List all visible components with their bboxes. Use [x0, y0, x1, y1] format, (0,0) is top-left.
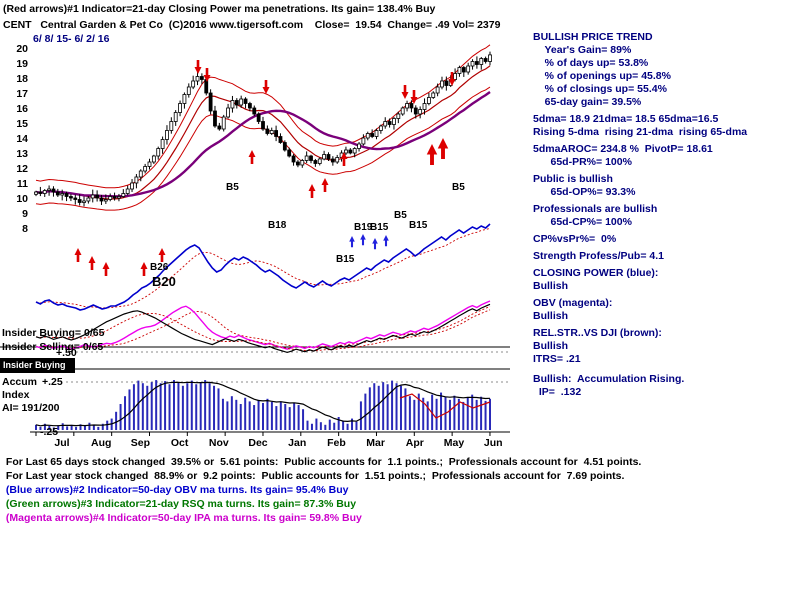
svg-text:B18: B18: [268, 220, 287, 231]
pct-days-up: % of days up= 53.8%: [533, 57, 649, 69]
svg-text:B20: B20: [152, 274, 176, 289]
accumulation-red-line: [399, 393, 491, 419]
rel-strength-line: [35, 303, 491, 354]
scale-plus25-label: +.25: [42, 376, 63, 388]
svg-text:11: 11: [17, 178, 28, 190]
insider-buying-box: Insider Buying: [0, 358, 75, 373]
closing-power-line: [35, 223, 491, 311]
indicator2-line: (Blue arrows)#2 Indicator=50-day OBV ma …: [3, 484, 349, 496]
stats-panel: BULLISH PRICE TREND Year's Gain= 89% % o…: [533, 31, 799, 399]
svg-text:Feb: Feb: [327, 437, 346, 449]
signal-arrows: [74, 60, 456, 276]
trend-title: BULLISH PRICE TREND: [533, 31, 653, 43]
symbol-quote-line: CENT Central Garden & Pet Co (C)2016 www…: [3, 19, 501, 31]
summary-year-line: For Last year stock changed 88.9% or 9.2…: [3, 470, 625, 482]
svg-text:Apr: Apr: [406, 437, 424, 449]
svg-text:10: 10: [16, 193, 28, 205]
obv-line: [35, 300, 491, 350]
svg-text:B5: B5: [452, 182, 465, 193]
svg-text:19: 19: [16, 58, 28, 70]
pct-closings-up: % of closings up= 55.4%: [533, 83, 667, 95]
svg-text:May: May: [444, 437, 465, 449]
indicator3-line: (Green arrows)#3 Indicator=21-day RSQ ma…: [3, 498, 357, 510]
svg-text:Jul: Jul: [54, 437, 69, 449]
aroc-pivot: 5dmaAROC= 234.8 % PivotP= 18.61: [533, 143, 713, 155]
cp-pct: 65d-CP%= 100%: [533, 216, 632, 228]
svg-text:20: 20: [16, 43, 28, 55]
candlesticks: [34, 51, 492, 207]
rel-strength-ma-dotted: [35, 309, 491, 352]
years-gain: Year's Gain= 89%: [533, 44, 632, 56]
svg-text:9: 9: [22, 208, 28, 220]
indicator4-line: (Magenta arrows)#4 Indicator=50-day IPA …: [3, 512, 362, 524]
obv-status: Bullish: [533, 310, 569, 322]
closing-power-ma-dotted: [35, 227, 491, 309]
svg-text:18: 18: [16, 73, 28, 85]
svg-text:Oct: Oct: [171, 437, 189, 449]
closing-power-status: Bullish: [533, 280, 569, 292]
closing-power-title: CLOSING POWER (blue):: [533, 267, 659, 279]
professionals-status: Professionals are bullish: [533, 203, 658, 215]
lower-band-line: [35, 86, 491, 211]
svg-text:15: 15: [16, 118, 28, 130]
svg-text:12: 12: [16, 163, 28, 175]
svg-text:16: 16: [16, 103, 28, 115]
svg-text:Sep: Sep: [131, 437, 150, 449]
ai-value-label: AI= 191/200: [2, 402, 60, 414]
op-pct: 65d-OP%= 93.3%: [533, 186, 636, 198]
accumulation-index-histogram: [35, 380, 491, 430]
itrs-value: ITRS= .21: [533, 353, 581, 365]
obv-title: OBV (magenta):: [533, 297, 613, 309]
insider-buying-label: Insider Buying= 0/65: [2, 327, 105, 339]
svg-text:17: 17: [16, 88, 28, 100]
svg-text:13: 13: [16, 148, 28, 160]
ip-value: IP= .132: [533, 386, 582, 398]
svg-text:Aug: Aug: [91, 437, 111, 449]
svg-text:B19: B19: [354, 222, 373, 233]
index-label: Index: [2, 389, 30, 401]
scale-plus50-label: +.50: [56, 347, 77, 359]
svg-text:8: 8: [22, 223, 28, 235]
svg-text:Jun: Jun: [484, 437, 503, 449]
strength-ratio: Strength Profess/Pub= 4.1: [533, 250, 664, 262]
relstr-title: REL.STR..VS DJI (brown):: [533, 327, 662, 339]
cp-vs-pr: CP%vsPr%= 0%: [533, 233, 617, 245]
svg-text:14: 14: [16, 133, 28, 145]
svg-text:B26: B26: [150, 262, 169, 273]
insider-selling-label: Insider Selling= 0/65: [2, 341, 104, 353]
svg-text:B15: B15: [370, 222, 389, 233]
65dma-line: [35, 91, 491, 198]
dma-trend: Rising 5-dma rising 21-dma rising 65-dma: [533, 126, 748, 138]
svg-text:Dec: Dec: [248, 437, 267, 449]
pr-pct: 65d-PR%= 100%: [533, 156, 632, 168]
svg-text:B15: B15: [409, 220, 428, 231]
21dma-line: [35, 65, 491, 200]
svg-text:Jan: Jan: [288, 437, 306, 449]
accum-label: Accum: [2, 376, 38, 388]
svg-text:Mar: Mar: [366, 437, 385, 449]
pct-openings-up: % of openings up= 45.8%: [533, 70, 671, 82]
upper-band-line: [35, 44, 491, 189]
svg-text:B15: B15: [336, 254, 355, 265]
svg-text:B5: B5: [394, 210, 407, 221]
obv-ma-dotted: [35, 306, 491, 349]
date-range-label: 6/ 8/ 15- 6/ 2/ 16: [33, 33, 110, 45]
accumulation-ma-line: [35, 381, 491, 427]
public-status: Public is bullish: [533, 173, 613, 185]
svg-text:B5: B5: [226, 182, 239, 193]
accumulation-status: Bullish: Accumulation Rising.: [533, 373, 685, 385]
price-axis: 20 19 18 17 16 15 14 13 12 11 10 9 8: [16, 43, 28, 235]
svg-text:Nov: Nov: [209, 437, 229, 449]
time-axis: Jul Aug Sep Oct Nov Dec Jan Feb Mar Apr May Jun: [30, 431, 510, 449]
dma-values: 5dma= 18.9 21dma= 18.5 65dma=16.5: [533, 113, 719, 125]
summary-65day-line: For Last 65 days stock changed 39.5% or …: [3, 456, 642, 468]
scale-minus25-label: -.25: [40, 426, 59, 438]
relstr-status: Bullish: [533, 340, 569, 352]
gain-65day: 65-day gain= 39.5%: [533, 96, 642, 108]
indicator1-header-line: (Red arrows)#1 Indicator=21-day Closing …: [3, 3, 436, 15]
